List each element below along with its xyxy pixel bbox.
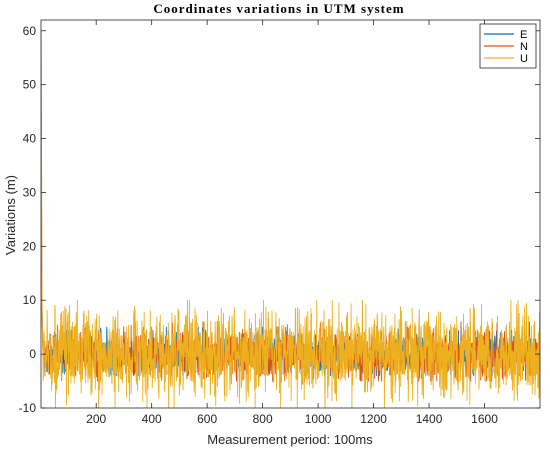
series-group [41,25,540,408]
y-tick-label: 40 [23,132,37,146]
legend-label-u: U [520,53,528,65]
plot-area: -10 0 10 20 30 40 50 60 200 400 600 800 1000 1200 1400… [19,19,541,426]
x-tick-label: 200 [86,412,106,426]
y-tick-label: 30 [23,185,37,199]
x-tick-label: 1000 [305,412,332,426]
plot-frame [40,19,541,409]
y-tick-label: -10 [19,401,37,415]
x-tick-label: 1600 [471,412,498,426]
x-tick-label: 400 [142,412,162,426]
legend-label-e: E [520,29,527,41]
x-tick-label: 1200 [360,412,387,426]
legend-label-n: N [520,41,528,53]
x-axis-label: Measurement period: 100ms [207,432,373,447]
chart-title: Coordinates variations in UTM system [153,1,404,16]
series-line-u [41,25,540,408]
x-tick-label: 600 [197,412,217,426]
y-tick-label: 10 [23,293,37,307]
y-tick-label: 20 [23,239,37,253]
y-tick-label: 50 [23,78,37,92]
y-tick-label: 60 [23,24,37,38]
x-tick-label: 1400 [416,412,443,426]
x-tick-label: 800 [253,412,273,426]
y-axis-label: Variations (m) [3,175,18,255]
legend: ENU [479,23,537,69]
y-tick-label: 0 [29,347,36,361]
